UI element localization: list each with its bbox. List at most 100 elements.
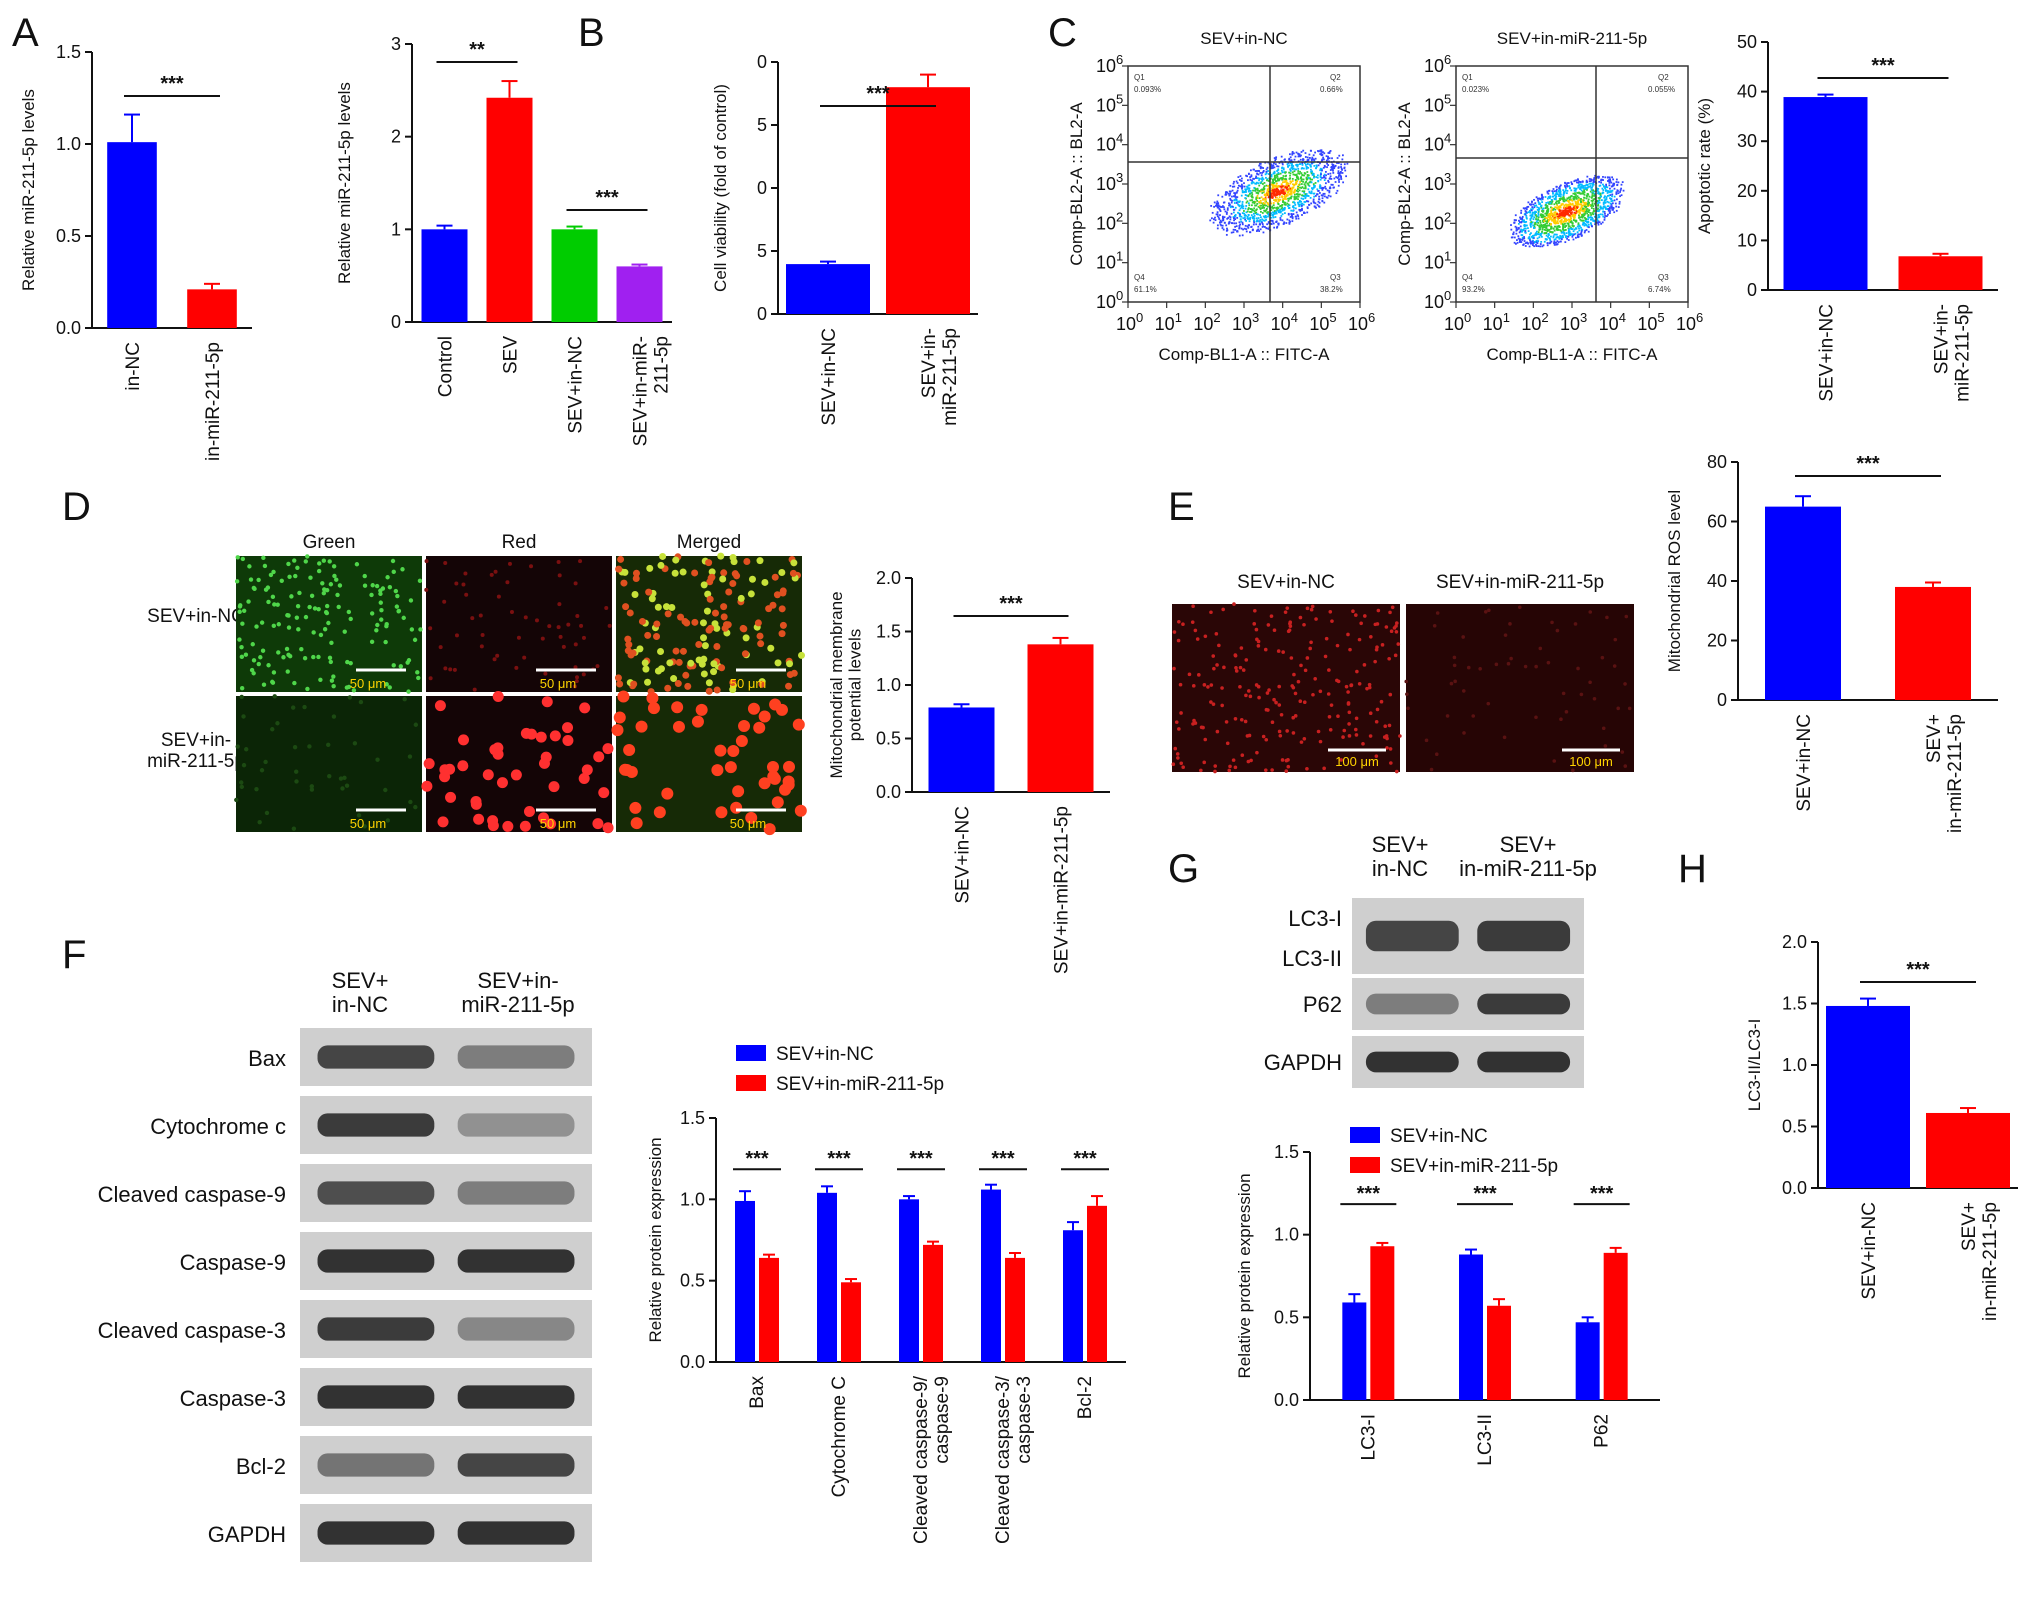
flow-event (1528, 236, 1531, 238)
flow-event (1238, 227, 1241, 230)
flow-event (1535, 240, 1538, 242)
cell-dot (352, 741, 358, 746)
flow-event (1280, 183, 1283, 186)
flow-event (1247, 214, 1250, 216)
cell-dot (786, 671, 794, 679)
y-tick-label-line: 0 (1717, 690, 1727, 710)
flow-event (1586, 225, 1589, 228)
flow-event (1530, 222, 1533, 225)
flow-event (1259, 181, 1262, 184)
flow-event (1262, 170, 1265, 172)
flow-event (1572, 196, 1575, 198)
flow-event (1573, 233, 1576, 236)
cell-dot (256, 577, 261, 583)
bar-p62-0 (1575, 1322, 1600, 1400)
cell-dot (321, 591, 327, 596)
significance-label: *** (866, 83, 890, 105)
cell-dot (547, 624, 552, 629)
flow-event (1538, 225, 1541, 228)
blot-row-label-line: LC3-I (1288, 906, 1342, 931)
flow-event (1535, 196, 1538, 199)
cell-dot (299, 646, 304, 652)
x-tick-label: Bax (747, 1376, 768, 1409)
x-tick-label: SEV+in-NC (1859, 1202, 1880, 1300)
flow-event (1574, 220, 1577, 223)
cell-dot (705, 679, 713, 687)
blot-strip (300, 1436, 592, 1494)
cell-dot (631, 591, 639, 599)
flow-event (1228, 190, 1231, 193)
flow-event (1266, 189, 1269, 192)
significance-label: *** (827, 1148, 851, 1170)
flow-title-line: SEV+in-miR-211-5p (1497, 29, 1647, 48)
cell-dot (1244, 693, 1248, 698)
flow-event (1239, 223, 1242, 226)
flow-event (1559, 205, 1562, 207)
flow-event (1527, 201, 1530, 204)
flow-event (1586, 195, 1588, 198)
flow-event (1261, 226, 1264, 228)
flow-event (1527, 205, 1530, 208)
flow-event (1305, 176, 1308, 179)
flow-event (1219, 219, 1222, 222)
bar-1 (187, 289, 237, 328)
flow-event (1281, 196, 1284, 199)
cell-dot (309, 593, 315, 599)
flow-event (1255, 182, 1258, 185)
flow-event (1540, 223, 1543, 226)
cell-dot (1326, 692, 1331, 696)
flow-event (1600, 195, 1603, 198)
cell-dot (1616, 706, 1621, 711)
flow-event (1591, 203, 1594, 206)
flow-event (1307, 174, 1310, 177)
flow-event (1318, 185, 1321, 188)
flow-event (1331, 157, 1333, 160)
cell-dot (616, 680, 624, 688)
flow-event (1293, 170, 1296, 173)
flow-event (1554, 193, 1557, 196)
flow-event (1603, 195, 1606, 198)
flow-x-tick-label-line: 10 (1483, 314, 1503, 334)
cell-dot (611, 724, 624, 737)
flow-event (1560, 221, 1562, 224)
cell-dot (434, 700, 446, 712)
y-tick-label-line: 1.5 (1782, 994, 1807, 1014)
flow-event (1274, 159, 1277, 162)
flow-event (1565, 212, 1567, 214)
flow-event (1298, 189, 1301, 192)
flow-event (1272, 214, 1274, 217)
flow-event (1229, 190, 1232, 193)
flow-event (1611, 200, 1614, 202)
flow-event (1554, 219, 1557, 222)
cell-dot (1203, 737, 1208, 742)
flow-event (1307, 200, 1310, 203)
cell-dot (1233, 654, 1238, 658)
cell-dot (557, 602, 562, 607)
flow-event (1220, 206, 1222, 208)
flow-event (1297, 172, 1300, 174)
flow-event (1277, 203, 1280, 206)
blot-row-label-line: LC3-II (1282, 946, 1342, 971)
flow-event (1612, 178, 1615, 181)
cell-dot (765, 605, 773, 613)
flow-event (1617, 206, 1620, 208)
flow-event (1570, 220, 1573, 222)
flow-event (1240, 180, 1243, 182)
flow-event (1339, 171, 1342, 174)
flow-y-label-line: Comp-BL2-A :: BL2-A (1067, 102, 1086, 266)
flow-event (1537, 201, 1540, 204)
flow-event (1304, 181, 1307, 184)
flow-event (1332, 166, 1335, 169)
q3-value: 38.2% (1320, 285, 1343, 294)
flow-event (1253, 202, 1256, 205)
cell-dot (1552, 759, 1557, 763)
flow-event (1344, 169, 1347, 172)
flow-y-label-line: Comp-BL2-A :: BL2-A (1395, 102, 1414, 266)
flow-event (1245, 188, 1248, 191)
flow-event (1603, 205, 1606, 208)
flow-event (1251, 229, 1254, 232)
flow-event (1559, 240, 1562, 243)
flow-event (1556, 236, 1559, 238)
flow-event (1263, 185, 1266, 188)
flow-event (1592, 189, 1595, 192)
